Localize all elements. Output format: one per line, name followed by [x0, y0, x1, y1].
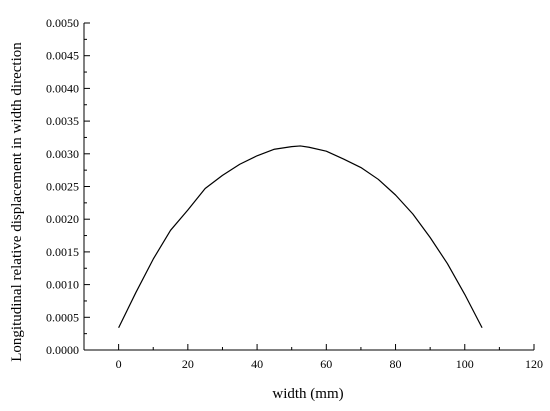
x-tick-label: 20 [182, 357, 194, 371]
series-line [118, 145, 483, 329]
y-tick-label: 0.0040 [46, 81, 79, 95]
y-tick-label: 0.0030 [46, 147, 79, 161]
y-tick-label: 0.0035 [46, 114, 79, 128]
axes [83, 23, 534, 351]
x-tick-label: 100 [456, 357, 474, 371]
y-tick-label: 0.0000 [46, 343, 79, 357]
x-axis-title: width (mm) [272, 386, 343, 402]
y-tick-label: 0.0025 [46, 180, 79, 194]
y-tick-label: 0.0015 [46, 245, 79, 259]
x-tick-label: 40 [251, 357, 263, 371]
x-tick-label: 60 [320, 357, 332, 371]
y-tick-label: 0.0005 [46, 310, 79, 324]
y-tick-label: 0.0045 [46, 49, 79, 63]
y-tick-label: 0.0050 [46, 16, 79, 30]
series-group [118, 145, 483, 329]
ticks: 0 20 40 60 80 100 120 0.0000 0.0005 0.0010 0.0015 0… [46, 16, 543, 371]
x-tick-label: 0 [116, 357, 122, 371]
y-tick-label: 0.0010 [46, 278, 79, 292]
y-axis-title: Longitudinal relative displacement in wi… [9, 42, 25, 362]
x-tick-label: 120 [525, 357, 543, 371]
x-tick-label: 80 [390, 357, 402, 371]
y-tick-label: 0.0020 [46, 212, 79, 226]
